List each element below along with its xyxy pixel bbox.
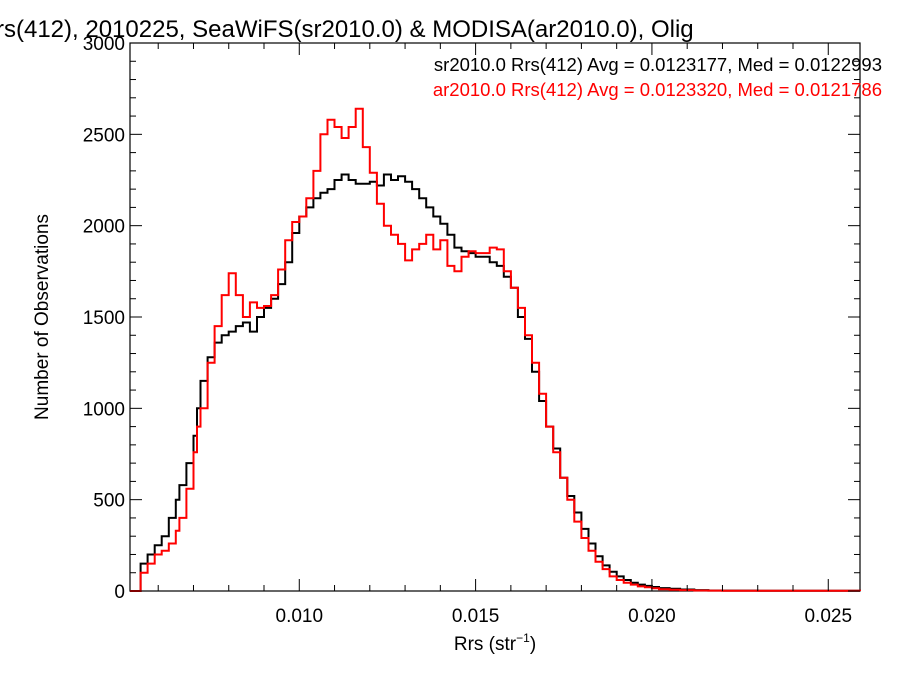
x-tick-label: 0.010: [276, 606, 324, 627]
x-tick-label: 0.015: [452, 606, 500, 627]
y-tick-label: 2500: [83, 125, 125, 146]
y-axis-label: Number of Observations: [32, 214, 53, 420]
legend-entry-ar2010.0: ar2010.0 Rrs(412) Avg = 0.0123320, Med =…: [433, 79, 882, 100]
y-tick-label: 2000: [83, 217, 125, 238]
y-tick-label: 1000: [83, 399, 125, 420]
series-sr2010.0-line: [130, 173, 861, 592]
y-tick-label: 500: [93, 491, 125, 512]
legend: sr2010.0 Rrs(412) Avg = 0.0123177, Med =…: [433, 54, 882, 100]
legend-entry-sr2010.0: sr2010.0 Rrs(412) Avg = 0.0123177, Med =…: [434, 54, 882, 75]
y-tick-label: 0: [114, 582, 125, 603]
chart-title: rs(412), 2010225, SeaWiFS(sr2010.0) & MO…: [0, 16, 694, 43]
series-ar2010.0-line: [130, 107, 861, 592]
plot-area: [129, 42, 861, 592]
x-axis-label-main: Rrs (str: [454, 634, 517, 655]
y-tick-label: 3000: [83, 34, 125, 55]
axes-layer: 0.010 0.015 0.020 0.025 0 500 1000 1500 2000 2500…: [83, 34, 860, 627]
x-axis-label-superscript: −1: [516, 631, 530, 645]
y-tick-label: 1500: [83, 308, 125, 329]
series-layer: [130, 107, 861, 592]
x-axis-label: Rrs (str−1): [454, 631, 536, 655]
x-tick-label: 0.025: [804, 606, 852, 627]
x-tick-label: 0.020: [628, 606, 676, 627]
plot-frame: [129, 42, 861, 592]
x-axis-label-end: ): [530, 634, 536, 655]
